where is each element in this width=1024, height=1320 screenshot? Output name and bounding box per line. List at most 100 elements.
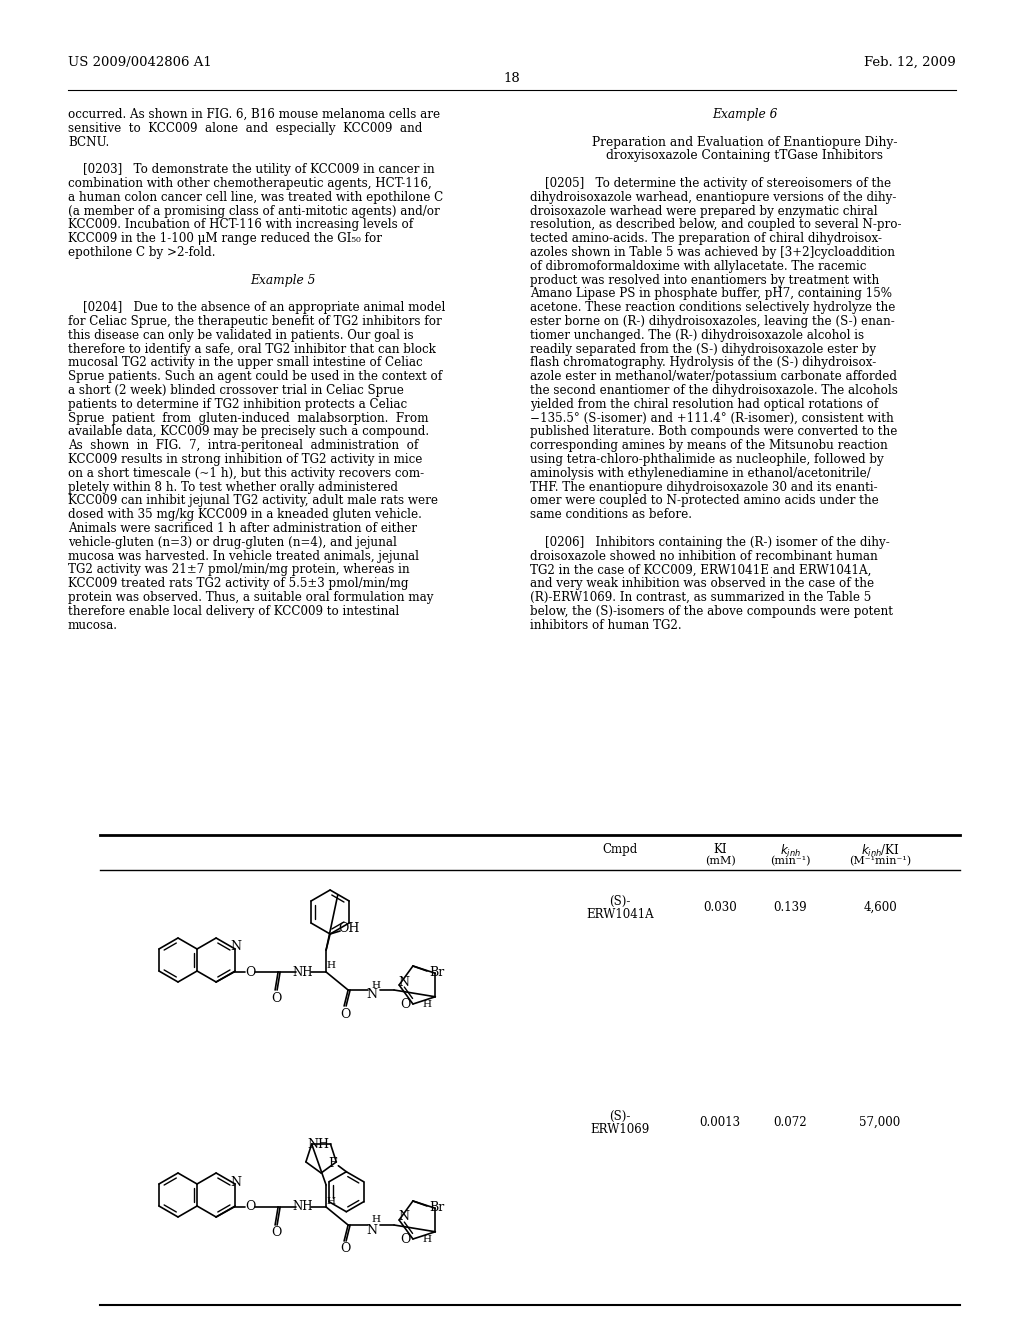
Text: droisoxazole warhead were prepared by enzymatic chiral: droisoxazole warhead were prepared by en… bbox=[530, 205, 878, 218]
Text: O: O bbox=[400, 1233, 411, 1246]
Text: NH: NH bbox=[293, 1200, 313, 1213]
Text: Animals were sacrificed 1 h after administration of either: Animals were sacrificed 1 h after admini… bbox=[68, 521, 417, 535]
Text: $k_{inh}$: $k_{inh}$ bbox=[779, 843, 801, 859]
Text: patients to determine if TG2 inhibition protects a Celiac: patients to determine if TG2 inhibition … bbox=[68, 397, 408, 411]
Text: H: H bbox=[327, 961, 336, 970]
Text: O: O bbox=[340, 1242, 350, 1255]
Text: Br: Br bbox=[429, 966, 444, 979]
Text: mucosa was harvested. In vehicle treated animals, jejunal: mucosa was harvested. In vehicle treated… bbox=[68, 549, 419, 562]
Text: this disease can only be validated in patients. Our goal is: this disease can only be validated in pa… bbox=[68, 329, 414, 342]
Text: H: H bbox=[327, 1196, 336, 1205]
Text: (M⁻¹min⁻¹): (M⁻¹min⁻¹) bbox=[849, 855, 911, 866]
Text: 57,000: 57,000 bbox=[859, 1115, 901, 1129]
Text: occurred. As shown in FIG. 6, B16 mouse melanoma cells are: occurred. As shown in FIG. 6, B16 mouse … bbox=[68, 108, 440, 121]
Text: NH: NH bbox=[307, 1138, 330, 1151]
Text: therefore enable local delivery of KCC009 to intestinal: therefore enable local delivery of KCC00… bbox=[68, 605, 399, 618]
Text: O: O bbox=[340, 1007, 350, 1020]
Text: KCC009 can inhibit jejunal TG2 activity, adult male rats were: KCC009 can inhibit jejunal TG2 activity,… bbox=[68, 495, 438, 507]
Text: H: H bbox=[423, 1001, 432, 1010]
Text: Br: Br bbox=[429, 1201, 444, 1214]
Text: N: N bbox=[367, 1224, 378, 1237]
Text: yielded from the chiral resolution had optical rotations of: yielded from the chiral resolution had o… bbox=[530, 397, 879, 411]
Text: [0205]   To determine the activity of stereoisomers of the: [0205] To determine the activity of ster… bbox=[530, 177, 891, 190]
Text: KCC009 results in strong inhibition of TG2 activity in mice: KCC009 results in strong inhibition of T… bbox=[68, 453, 422, 466]
Text: O: O bbox=[400, 998, 411, 1011]
Text: epothilone C by >2-fold.: epothilone C by >2-fold. bbox=[68, 246, 215, 259]
Text: azole ester in methanol/water/potassium carbonate afforded: azole ester in methanol/water/potassium … bbox=[530, 370, 897, 383]
Text: (a member of a promising class of anti-mitotic agents) and/or: (a member of a promising class of anti-m… bbox=[68, 205, 439, 218]
Text: flash chromatography. Hydrolysis of the (S-) dihydroisox-: flash chromatography. Hydrolysis of the … bbox=[530, 356, 877, 370]
Text: product was resolved into enantiomers by treatment with: product was resolved into enantiomers by… bbox=[530, 273, 880, 286]
Text: same conditions as before.: same conditions as before. bbox=[530, 508, 692, 521]
Text: using tetra-chloro-phthalimide as nucleophile, followed by: using tetra-chloro-phthalimide as nucleo… bbox=[530, 453, 884, 466]
Text: TG2 in the case of KCC009, ERW1041E and ERW1041A,: TG2 in the case of KCC009, ERW1041E and … bbox=[530, 564, 871, 577]
Text: aminolysis with ethylenediamine in ethanol/acetonitrile/: aminolysis with ethylenediamine in ethan… bbox=[530, 467, 870, 479]
Text: pletely within 8 h. To test whether orally administered: pletely within 8 h. To test whether oral… bbox=[68, 480, 398, 494]
Text: dihydroisoxazole warhead, enantiopure versions of the dihy-: dihydroisoxazole warhead, enantiopure ve… bbox=[530, 191, 896, 203]
Text: readily separated from the (S-) dihydroisoxazole ester by: readily separated from the (S-) dihydroi… bbox=[530, 343, 877, 355]
Text: H: H bbox=[423, 1236, 432, 1245]
Text: droxyisoxazole Containing tTGase Inhibitors: droxyisoxazole Containing tTGase Inhibit… bbox=[606, 149, 884, 162]
Text: KCC009 treated rats TG2 activity of 5.5±3 pmol/min/mg: KCC009 treated rats TG2 activity of 5.5±… bbox=[68, 577, 409, 590]
Text: (R)-ERW1069. In contrast, as summarized in the Table 5: (R)-ERW1069. In contrast, as summarized … bbox=[530, 591, 871, 605]
Text: Example 5: Example 5 bbox=[250, 273, 315, 286]
Text: F: F bbox=[328, 1158, 337, 1171]
Text: ERW1041A: ERW1041A bbox=[586, 908, 653, 921]
Text: azoles shown in Table 5 was achieved by [3+2]cycloaddition: azoles shown in Table 5 was achieved by … bbox=[530, 246, 895, 259]
Text: the second enantiomer of the dihydroisoxazole. The alcohols: the second enantiomer of the dihydroisox… bbox=[530, 384, 898, 397]
Text: −135.5° (S-isomer) and +111.4° (R-isomer), consistent with: −135.5° (S-isomer) and +111.4° (R-isomer… bbox=[530, 412, 894, 425]
Text: [0203]   To demonstrate the utility of KCC009 in cancer in: [0203] To demonstrate the utility of KCC… bbox=[68, 164, 434, 176]
Text: omer were coupled to N-protected amino acids under the: omer were coupled to N-protected amino a… bbox=[530, 495, 879, 507]
Text: THF. The enantiopure dihydroisoxazole 30 and its enanti-: THF. The enantiopure dihydroisoxazole 30… bbox=[530, 480, 878, 494]
Text: sensitive  to  KCC009  alone  and  especially  KCC009  and: sensitive to KCC009 alone and especially… bbox=[68, 121, 422, 135]
Text: N: N bbox=[398, 975, 410, 989]
Text: acetone. These reaction conditions selectively hydrolyze the: acetone. These reaction conditions selec… bbox=[530, 301, 895, 314]
Text: tected amino-acids. The preparation of chiral dihydroisox-: tected amino-acids. The preparation of c… bbox=[530, 232, 882, 246]
Text: N: N bbox=[230, 940, 242, 953]
Text: US 2009/0042806 A1: US 2009/0042806 A1 bbox=[68, 55, 212, 69]
Text: combination with other chemotherapeutic agents, HCT-116,: combination with other chemotherapeutic … bbox=[68, 177, 432, 190]
Text: Preparation and Evaluation of Enantiopure Dihy-: Preparation and Evaluation of Enantiopur… bbox=[592, 136, 898, 149]
Text: 0.030: 0.030 bbox=[703, 902, 737, 913]
Text: TG2 activity was 21±7 pmol/min/mg protein, whereas in: TG2 activity was 21±7 pmol/min/mg protei… bbox=[68, 564, 410, 577]
Text: and very weak inhibition was observed in the case of the: and very weak inhibition was observed in… bbox=[530, 577, 874, 590]
Text: [0204]   Due to the absence of an appropriate animal model: [0204] Due to the absence of an appropri… bbox=[68, 301, 445, 314]
Text: corresponding amines by means of the Mitsunobu reaction: corresponding amines by means of the Mit… bbox=[530, 440, 888, 453]
Text: As  shown  in  FIG.  7,  intra-peritoneal  administration  of: As shown in FIG. 7, intra-peritoneal adm… bbox=[68, 440, 419, 453]
Text: Sprue  patient  from  gluten-induced  malabsorption.  From: Sprue patient from gluten-induced malabs… bbox=[68, 412, 428, 425]
Text: O: O bbox=[271, 1226, 282, 1239]
Text: ester borne on (R-) dihydroisoxazoles, leaving the (S-) enan-: ester borne on (R-) dihydroisoxazoles, l… bbox=[530, 315, 895, 327]
Text: a human colon cancer cell line, was treated with epothilone C: a human colon cancer cell line, was trea… bbox=[68, 191, 443, 203]
Text: Example 6: Example 6 bbox=[713, 108, 777, 121]
Text: mucosal TG2 activity in the upper small intestine of Celiac: mucosal TG2 activity in the upper small … bbox=[68, 356, 423, 370]
Text: (min⁻¹): (min⁻¹) bbox=[770, 855, 810, 866]
Text: O: O bbox=[245, 1200, 255, 1213]
Text: OH: OH bbox=[338, 921, 359, 935]
Text: below, the (S)-isomers of the above compounds were potent: below, the (S)-isomers of the above comp… bbox=[530, 605, 893, 618]
Text: O: O bbox=[245, 965, 255, 978]
Text: N: N bbox=[367, 989, 378, 1002]
Text: published literature. Both compounds were converted to the: published literature. Both compounds wer… bbox=[530, 425, 897, 438]
Text: dosed with 35 mg/kg KCC009 in a kneaded gluten vehicle.: dosed with 35 mg/kg KCC009 in a kneaded … bbox=[68, 508, 422, 521]
Text: Amano Lipase PS in phosphate buffer, pH7, containing 15%: Amano Lipase PS in phosphate buffer, pH7… bbox=[530, 288, 892, 301]
Text: on a short timescale (~1 h), but this activity recovers com-: on a short timescale (~1 h), but this ac… bbox=[68, 467, 424, 479]
Text: (S)-: (S)- bbox=[609, 895, 631, 908]
Text: (mM): (mM) bbox=[705, 855, 735, 866]
Text: H: H bbox=[372, 1216, 381, 1225]
Text: KI: KI bbox=[713, 843, 727, 855]
Text: therefore to identify a safe, oral TG2 inhibitor that can block: therefore to identify a safe, oral TG2 i… bbox=[68, 343, 436, 355]
Text: for Celiac Sprue, the therapeutic benefit of TG2 inhibitors for: for Celiac Sprue, the therapeutic benefi… bbox=[68, 315, 441, 327]
Text: resolution, as described below, and coupled to several N-pro-: resolution, as described below, and coup… bbox=[530, 218, 901, 231]
Text: tiomer unchanged. The (R-) dihydroisoxazole alcohol is: tiomer unchanged. The (R-) dihydroisoxaz… bbox=[530, 329, 864, 342]
Text: $k_{inh}$/KI: $k_{inh}$/KI bbox=[860, 843, 899, 859]
Text: available data, KCC009 may be precisely such a compound.: available data, KCC009 may be precisely … bbox=[68, 425, 429, 438]
Text: KCC009. Incubation of HCT-116 with increasing levels of: KCC009. Incubation of HCT-116 with incre… bbox=[68, 218, 414, 231]
Text: ERW1069: ERW1069 bbox=[591, 1123, 649, 1137]
Text: a short (2 week) blinded crossover trial in Celiac Sprue: a short (2 week) blinded crossover trial… bbox=[68, 384, 403, 397]
Text: 0.0013: 0.0013 bbox=[699, 1115, 740, 1129]
Text: KCC009 in the 1-100 μM range reduced the GI₅₀ for: KCC009 in the 1-100 μM range reduced the… bbox=[68, 232, 382, 246]
Text: mucosa.: mucosa. bbox=[68, 619, 118, 631]
Text: 0.072: 0.072 bbox=[773, 1115, 807, 1129]
Text: H: H bbox=[372, 981, 381, 990]
Text: inhibitors of human TG2.: inhibitors of human TG2. bbox=[530, 619, 682, 631]
